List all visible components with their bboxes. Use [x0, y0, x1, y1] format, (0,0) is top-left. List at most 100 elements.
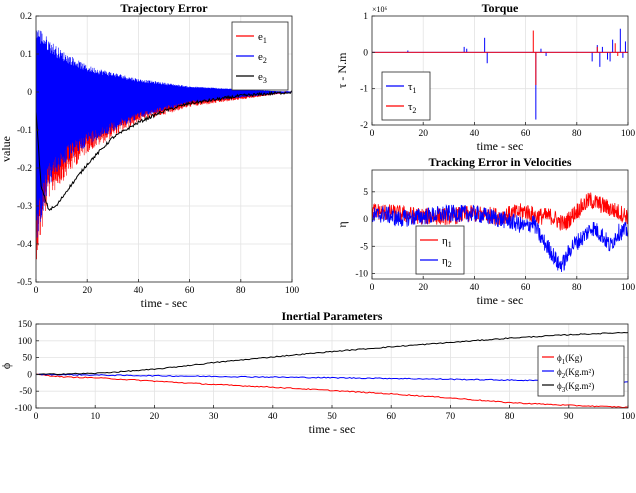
plot-frame [371, 169, 629, 280]
legend-label: τ2 [408, 101, 416, 115]
y-tick-label: 0.1 [20, 50, 32, 60]
x-tick-label: 10 [90, 412, 100, 422]
chart-title: Inertial Parameters [282, 309, 383, 323]
y-tick-label: -0.2 [17, 164, 32, 174]
x-tick-label: 80 [505, 412, 515, 422]
legend-entry: η2 [420, 255, 452, 269]
y-tick-label: 0 [363, 215, 368, 225]
series-line-2 [36, 373, 628, 383]
x-tick-label: 40 [470, 129, 480, 139]
x-tick-label: 70 [446, 412, 456, 422]
legend-entry: ϕ1(Kg) [542, 353, 582, 366]
legend-box [231, 21, 289, 91]
y-tick-label: -10 [355, 270, 368, 280]
plot-frame [35, 15, 293, 283]
x-tick-label: 20 [82, 286, 92, 296]
plot-area [372, 170, 628, 279]
x-axis-label: time - sec [477, 139, 524, 153]
legend-entry: τ1 [386, 81, 416, 95]
y-tick-label: -100 [15, 404, 33, 414]
y-tick-label: -5 [360, 242, 368, 252]
y-tick-label: 50 [23, 354, 33, 364]
x-tick-label: 30 [209, 412, 219, 422]
series-line-2 [372, 204, 628, 273]
chart-title: Torque [482, 1, 519, 15]
x-tick-label: 100 [621, 283, 636, 293]
series-line-3 [36, 331, 628, 376]
y-tick-label: -0.1 [17, 126, 32, 136]
x-tick-label: 100 [285, 286, 300, 296]
y-tick-label: -1 [360, 85, 368, 95]
legend-label: e1 [258, 31, 267, 45]
series-group [372, 192, 628, 273]
legend-label: e3 [258, 71, 267, 85]
legend-label: η1 [442, 235, 452, 249]
legend-entry: ϕ3(Kg.m²) [542, 381, 594, 394]
x-tick-label: 40 [134, 286, 144, 296]
x-tick-label: 90 [564, 412, 574, 422]
x-tick-label: 60 [185, 286, 195, 296]
series-group [36, 30, 292, 260]
x-tick-label: 20 [418, 283, 428, 293]
x-tick-label: 40 [470, 283, 480, 293]
y-tick-label: -50 [19, 387, 32, 397]
y-tick-label: -0.3 [17, 202, 32, 212]
legend-label: ϕ2(Kg.m²) [557, 367, 594, 380]
x-tick-label: 80 [236, 286, 246, 296]
y-tick-label: 0 [27, 370, 32, 380]
legend-label: η2 [442, 255, 452, 269]
series-group [36, 331, 628, 408]
plot-frame [371, 15, 629, 126]
x-tick-label: 0 [370, 283, 375, 293]
y-tick-label: 100 [18, 337, 33, 347]
x-axis-label: time - sec [309, 422, 356, 436]
x-tick-label: 60 [521, 283, 531, 293]
legend-entry: τ2 [386, 101, 416, 115]
x-axis-label: time - sec [477, 293, 524, 307]
y-tick-label: -2 [360, 121, 368, 131]
legend-label: ϕ1(Kg) [557, 353, 582, 366]
x-tick-label: 40 [268, 412, 278, 422]
chart-2: 0 20 40 60 80 100 5 0 -5 -10 Tracking Error in Vel… [335, 155, 635, 307]
x-tick-label: 20 [418, 129, 428, 139]
y-axis-label: τ - N.m [335, 52, 349, 88]
legend-entry: η1 [420, 235, 452, 249]
series-group [372, 28, 628, 120]
series-line-1 [36, 373, 628, 408]
y-tick-label: 5 [363, 188, 368, 198]
chart-0: 0 20 40 60 80 100 0.2 0.1 0 -0.1 -0.2 -0.3 -0.4 -0.5 T… [0, 1, 299, 310]
chart-title: Trajectory Error [120, 1, 208, 15]
y-axis-label: ϕ [0, 363, 13, 369]
chart-1: 0 20 40 60 80 100 1 0 -1 -2 Torque time - sec τ - N.… [335, 1, 635, 153]
legend-label: ϕ3(Kg.m²) [557, 381, 594, 394]
x-tick-label: 80 [572, 283, 582, 293]
y-axis-label: value [0, 136, 13, 162]
legend-label: τ1 [408, 81, 416, 95]
y-tick-label: 150 [18, 320, 33, 330]
x-tick-label: 80 [572, 129, 582, 139]
x-tick-label: 50 [327, 412, 337, 422]
legend-box [381, 71, 431, 121]
legend-entry: ϕ2(Kg.m²) [542, 367, 594, 380]
x-tick-label: 60 [521, 129, 531, 139]
x-tick-label: 0 [370, 129, 375, 139]
x-tick-label: 60 [386, 412, 396, 422]
y-tick-label: -0.4 [17, 240, 32, 250]
y-tick-label: 0 [27, 88, 32, 98]
y-axis-label: η [335, 221, 349, 227]
legend-entry: e1 [236, 31, 267, 45]
chart-3: 0 10 20 30 40 50 60 70 80 90 100 150 100 50 0 -50 -100 In… [0, 309, 635, 436]
y-tick-label: 1 [363, 12, 368, 22]
legend: ϕ1(Kg)ϕ2(Kg.m²)ϕ3(Kg.m²) [537, 345, 625, 397]
x-tick-label: 20 [150, 412, 160, 422]
y-tick-label: -0.5 [17, 278, 32, 288]
legend-label: e2 [258, 51, 267, 65]
x-axis-label: time - sec [141, 296, 188, 310]
x-tick-label: 0 [34, 286, 39, 296]
y-tick-label: 0.2 [20, 12, 32, 22]
legend-box [415, 225, 465, 275]
y-tick-label: 0 [363, 48, 368, 58]
